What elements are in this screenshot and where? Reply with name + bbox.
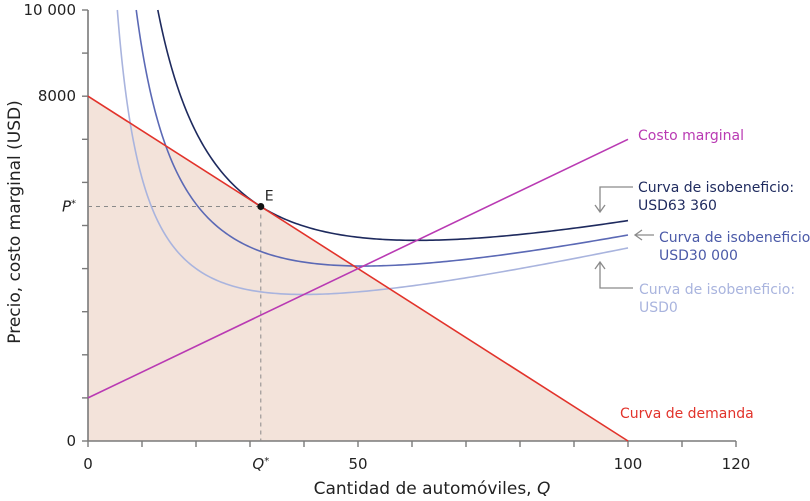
y-tick-label: 0 <box>66 432 76 450</box>
arrow-up-icon <box>594 260 633 289</box>
isoprofit-63360-annotation: Curva de isobeneficio: USD63 360 <box>594 180 794 214</box>
x-axis-title-prefix: Cantidad de automóviles, <box>314 479 537 499</box>
x-axis-title-variable: Q <box>537 479 550 499</box>
y-tick-label: P* <box>62 198 76 216</box>
x-axis-title: Cantidad de automóviles, Q <box>314 479 551 499</box>
equilibrium: E <box>257 189 274 211</box>
x-tick-label: 120 <box>722 455 751 473</box>
isoprofit-0-annotation: Curva de isobeneficio: USD0 <box>594 260 795 316</box>
marginal-cost-label: Costo marginal <box>638 128 744 144</box>
x-tick-label: Q* <box>252 455 269 473</box>
curva-de-isobeneficio-usd30-000-line <box>135 9 629 267</box>
isoprofit-30000-annotation: Curva de isobeneficio: USD30 000 <box>633 229 810 264</box>
isoprofit-63360-label-line2: USD63 360 <box>638 198 717 214</box>
curva-de-isobeneficio-usd63-360-line <box>157 9 629 242</box>
x-tick-label: 50 <box>348 455 367 473</box>
y-axis-title: Precio, costo marginal (USD) <box>5 100 25 343</box>
costo-marginal-line <box>87 138 629 399</box>
arrow-down-icon <box>594 186 633 214</box>
x-axis-tick-labels: 0 Q* 50 100 120 <box>83 455 750 473</box>
arrow-left-icon <box>633 229 654 241</box>
equilibrium-label: E <box>265 189 274 205</box>
isoprofit-30000-label-line1: Curva de isobeneficio: <box>659 230 810 246</box>
x-axis-ticks <box>87 441 737 447</box>
isoprofit-30000-label-line2: USD30 000 <box>659 248 738 264</box>
isoprofit-0-label-line1: Curva de isobeneficio: <box>639 282 795 298</box>
y-axis-tick-labels: 0 P* 8000 10 000 <box>24 1 77 450</box>
axis-titles: Cantidad de automóviles, Q Precio, costo… <box>5 100 550 499</box>
x-tick-label: 100 <box>614 455 643 473</box>
curva-de-isobeneficio-usd0-line <box>116 9 629 296</box>
isoprofit-63360-label-line1: Curva de isobeneficio: <box>638 180 794 196</box>
series-group <box>87 9 629 442</box>
x-tick-label: 0 <box>83 455 93 473</box>
equilibrium-point-e <box>257 203 265 211</box>
y-tick-label: 8000 <box>38 87 76 105</box>
guide-lines <box>88 206 262 441</box>
axes: 0 Q* 50 100 120 0 P* 8000 10 000 <box>24 1 751 473</box>
isoprofit-0-label-line2: USD0 <box>639 300 678 316</box>
y-tick-label: 10 000 <box>24 1 77 19</box>
annotations: Costo marginal Curva de demanda Curva de… <box>594 128 810 422</box>
demand-curve-label: Curva de demanda <box>620 406 754 422</box>
y-axis-ticks <box>82 9 88 442</box>
